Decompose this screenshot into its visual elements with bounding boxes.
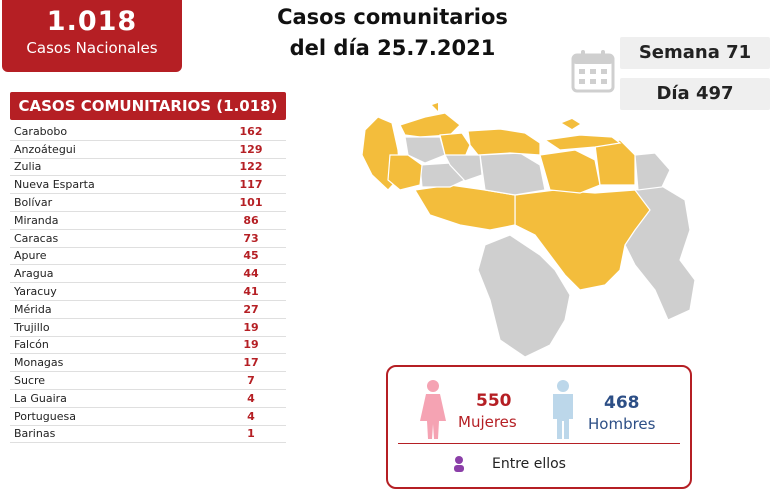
state-cases: 19 [243, 320, 259, 334]
map-region-amazonas [477, 234, 571, 358]
state-cases: 86 [243, 213, 259, 227]
title-line1: Casos comunitarios [277, 5, 508, 29]
state-cases: 101 [239, 196, 263, 210]
state-cases: 27 [243, 302, 259, 316]
state-name: Nueva Esparta [14, 178, 95, 192]
table-row: Carabobo 162 [10, 123, 286, 141]
table-row: Barinas 1 [10, 426, 286, 444]
map-region-lara [404, 136, 446, 164]
women-count: 550 [476, 391, 512, 411]
table-row: Aragua 44 [10, 265, 286, 284]
state-cases: 122 [239, 160, 263, 174]
state-cases: 117 [239, 178, 263, 192]
table-row: Anzoátegui 129 [10, 141, 286, 159]
female-icon [420, 380, 446, 439]
table-row: Miranda 86 [10, 212, 286, 230]
venezuela-map [361, 103, 696, 358]
map-region-andes [387, 154, 423, 191]
map-region-anzoategui [539, 149, 601, 194]
state-name: Aragua [14, 267, 54, 281]
state-name: Monagas [14, 356, 64, 370]
state-name: Carabobo [14, 124, 68, 138]
map-region-portuguesa-cojedes [444, 154, 483, 182]
table-row: Falcón 19 [10, 337, 286, 355]
state-name: Portuguesa [14, 409, 76, 423]
table-row: La Guaira 4 [10, 390, 286, 408]
map-region-apure [414, 184, 516, 231]
state-name: Mérida [14, 302, 52, 316]
state-name: La Guaira [14, 391, 67, 405]
state-cases: 45 [243, 249, 259, 263]
map-region-yaracuy-carabobo [439, 132, 471, 158]
gender-footer: Entre ellos [492, 456, 566, 472]
gender-panel: 550 Mujeres 468 Hombres Entre ellos [386, 365, 692, 489]
state-name: Anzoátegui [14, 142, 76, 156]
cases-table-header: CASOS COMUNITARIOS (1.018) [10, 92, 286, 120]
week-badge: Semana 71 [620, 37, 770, 69]
table-row: Trujillo 19 [10, 319, 286, 337]
state-cases: 17 [243, 356, 259, 370]
map-region-islet [432, 103, 438, 111]
state-name: Yaracuy [14, 285, 57, 299]
women-label: Mujeres [458, 413, 517, 431]
table-row: Yaracuy 41 [10, 283, 286, 301]
table-row: Portuguesa 4 [10, 408, 286, 426]
table-row: Caracas 73 [10, 230, 286, 248]
men-count: 468 [604, 393, 640, 413]
state-cases: 162 [239, 124, 263, 138]
gender-divider [398, 443, 680, 444]
map-region-aragua-miranda [467, 128, 541, 156]
state-cases: 4 [247, 391, 255, 405]
map-region-guarico [479, 152, 546, 196]
state-name: Barinas [14, 427, 56, 441]
map-region-sucre [543, 134, 622, 151]
map-region-falcon [399, 112, 461, 138]
state-name: Caracas [14, 231, 59, 245]
table-row: Bolívar 101 [10, 194, 286, 212]
state-name: Bolívar [14, 196, 53, 210]
national-cases-total: 1.018 [46, 6, 138, 37]
national-cases-label: Casos Nacionales [26, 39, 158, 57]
state-cases: 73 [243, 231, 259, 245]
male-icon [553, 380, 573, 439]
state-cases: 129 [239, 142, 263, 156]
state-name: Miranda [14, 213, 59, 227]
state-name: Zulia [14, 160, 42, 174]
cases-table: Carabobo 162 Anzoátegui 129 Zulia 122 Nueva Es… [10, 123, 286, 444]
state-cases: 41 [243, 285, 259, 299]
title-line2: del día 25.7.2021 [289, 36, 496, 60]
table-row: Nueva Esparta 117 [10, 176, 286, 195]
day-badge: Día 497 [620, 78, 770, 110]
men-label: Hombres [588, 415, 656, 433]
state-name: Trujillo [14, 320, 50, 334]
table-row: Monagas 17 [10, 354, 286, 373]
calendar-icon [571, 50, 615, 93]
map-region-bolivar [514, 189, 651, 291]
state-cases: 4 [247, 409, 255, 423]
state-name: Apure [14, 249, 47, 263]
state-cases: 19 [243, 338, 259, 352]
table-row: Sucre 7 [10, 372, 286, 390]
state-cases: 7 [247, 374, 255, 388]
table-row: Mérida 27 [10, 301, 286, 319]
state-name: Falcón [14, 338, 49, 352]
table-row: Zulia 122 [10, 159, 286, 177]
state-cases: 1 [247, 427, 255, 441]
map-region-nueva-esparta [562, 119, 580, 129]
page-title: Casos comunitarios del día 25.7.2021 [230, 2, 555, 64]
map-region-delta [634, 152, 671, 191]
table-row: Apure 45 [10, 248, 286, 266]
state-cases: 44 [243, 267, 259, 281]
map-region-monagas [594, 139, 636, 186]
state-name: Sucre [14, 374, 46, 388]
national-cases-box: 1.018 Casos Nacionales [2, 0, 182, 72]
